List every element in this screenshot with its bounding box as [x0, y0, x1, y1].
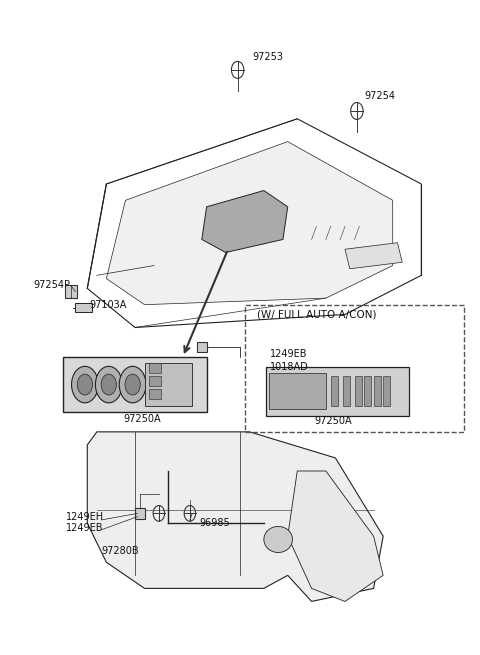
Bar [149, 364, 161, 373]
Text: 1249EB: 1249EB [270, 348, 307, 358]
Bar [75, 303, 92, 312]
Polygon shape [202, 191, 288, 252]
Bar [197, 342, 206, 352]
Ellipse shape [264, 527, 292, 553]
Bar [343, 377, 350, 405]
Text: 1249EB: 1249EB [66, 523, 103, 533]
Circle shape [96, 366, 122, 403]
Text: 97254P: 97254P [34, 280, 71, 290]
Bar [149, 377, 161, 386]
Circle shape [77, 374, 93, 395]
Bar [134, 508, 145, 519]
Text: 97250A: 97250A [123, 414, 161, 424]
Circle shape [119, 366, 146, 403]
Text: 96985: 96985 [199, 518, 230, 528]
Text: 97254: 97254 [364, 91, 395, 101]
Bar [63, 357, 206, 412]
Circle shape [72, 366, 98, 403]
Polygon shape [87, 432, 383, 601]
Bar [331, 377, 338, 405]
Polygon shape [107, 141, 393, 305]
Polygon shape [288, 471, 383, 601]
Bar [383, 377, 390, 405]
Polygon shape [345, 243, 402, 269]
Text: 1018AD: 1018AD [270, 362, 308, 371]
Bar [364, 377, 371, 405]
Text: (W/ FULL AUTO A/CON): (W/ FULL AUTO A/CON) [257, 309, 376, 320]
Circle shape [101, 374, 116, 395]
Bar [149, 390, 161, 400]
Text: 97280B: 97280B [102, 546, 139, 555]
Circle shape [125, 374, 140, 395]
Text: 97250A: 97250A [314, 416, 351, 426]
Bar [266, 367, 409, 415]
Bar [269, 373, 326, 409]
Text: 97103A: 97103A [90, 300, 127, 310]
Bar [355, 377, 362, 405]
Bar [373, 377, 381, 405]
Text: 1249EH: 1249EH [66, 512, 104, 521]
Text: 97253: 97253 [252, 52, 283, 62]
Bar [65, 285, 76, 298]
Bar [144, 364, 192, 405]
